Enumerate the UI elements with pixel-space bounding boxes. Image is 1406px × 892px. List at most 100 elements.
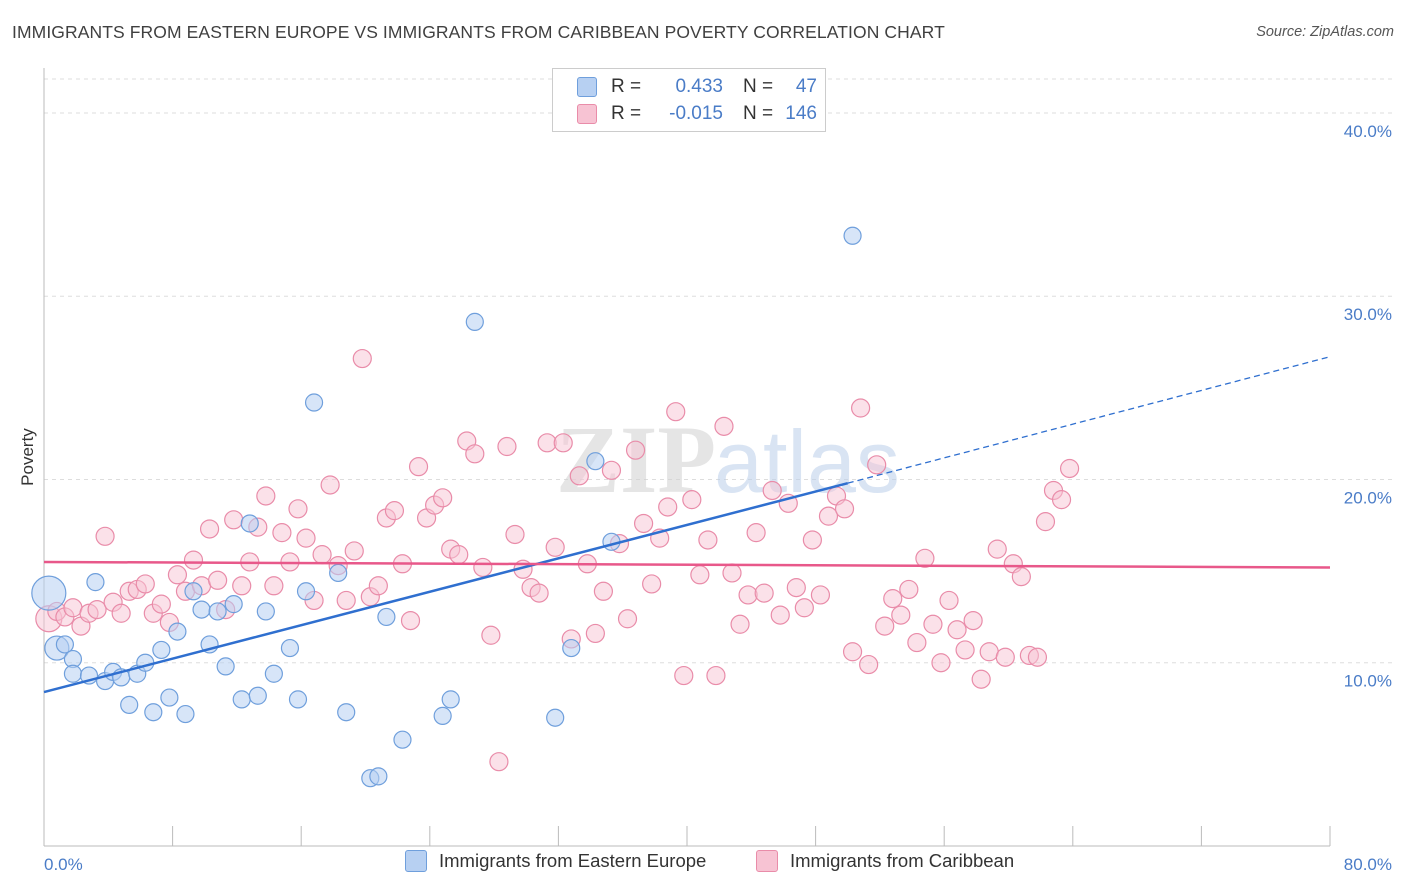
- caribbean-point: [312, 545, 332, 565]
- caribbean-point: [617, 609, 638, 629]
- y-tick-label: 20.0%: [1344, 488, 1392, 507]
- caribbean-point: [408, 457, 429, 477]
- legend-item-eastern-europe[interactable]: Immigrants from Eastern Europe: [405, 850, 706, 872]
- y-tick-label: 10.0%: [1344, 672, 1392, 691]
- eastern-europe-point: [337, 703, 356, 722]
- eastern-europe-point: [369, 767, 388, 786]
- caribbean-point: [473, 557, 493, 578]
- legend-item-caribbean[interactable]: Immigrants from Caribbean: [756, 850, 1014, 872]
- caribbean-point: [288, 499, 308, 519]
- eastern-europe-point: [176, 704, 195, 724]
- caribbean-point: [545, 537, 565, 557]
- caribbean-point: [931, 653, 951, 673]
- caribbean-point: [151, 594, 171, 614]
- caribbean-point: [674, 665, 694, 686]
- caribbean-point: [368, 576, 388, 596]
- caribbean-point: [883, 589, 903, 609]
- caribbean-point: [1051, 490, 1072, 510]
- caribbean-point: [915, 548, 935, 568]
- eastern-europe-point: [296, 582, 316, 601]
- legend-n-label: N =: [743, 103, 774, 124]
- stats-legend: R = 0.433 N = 47 R = -0.015 N = 146: [552, 68, 826, 132]
- caribbean-point: [947, 620, 967, 640]
- eastern-europe-point: [240, 514, 259, 533]
- caribbean-point: [851, 398, 871, 418]
- legend-r-label: R =: [611, 76, 642, 97]
- pink-swatch-icon: [756, 850, 778, 872]
- caribbean-point: [722, 563, 742, 583]
- legend-row-eastern-europe: R = 0.433 N = 47: [577, 75, 817, 99]
- caribbean-point: [232, 576, 252, 596]
- eastern-europe-point: [184, 582, 203, 601]
- eastern-europe-point: [63, 664, 83, 683]
- eastern-europe-point: [168, 622, 187, 641]
- eastern-europe-point: [136, 653, 155, 672]
- caribbean-point: [1059, 458, 1080, 479]
- caribbean-point: [939, 590, 959, 611]
- eastern-europe-point: [160, 688, 179, 707]
- caribbean-point: [135, 574, 155, 594]
- caribbean-point: [770, 605, 790, 625]
- blue-swatch-icon: [577, 77, 597, 97]
- eastern-europe-point: [329, 563, 348, 583]
- eastern-europe-point: [224, 595, 243, 614]
- eastern-europe-point: [232, 690, 251, 709]
- caribbean-point: [818, 506, 839, 526]
- caribbean-point: [95, 526, 115, 546]
- caribbean-point: [875, 616, 895, 636]
- eastern-europe-point: [586, 452, 605, 471]
- eastern-europe-point: [144, 703, 163, 722]
- caribbean-point: [111, 603, 131, 623]
- axis-labels: 10.0% 20.0% 30.0% 40.0% 0.0% 80.0% Poverty: [18, 122, 1392, 874]
- caribbean-point: [738, 585, 758, 605]
- pink-swatch-icon: [577, 104, 597, 124]
- eastern-europe-point: [843, 226, 862, 245]
- trend-lines: [43, 356, 1331, 694]
- caribbean-point: [296, 528, 316, 548]
- caribbean-point: [762, 480, 782, 501]
- legend-label-eastern-europe: Immigrants from Eastern Europe: [439, 850, 707, 871]
- legend-r-value: 0.433: [675, 76, 723, 97]
- legend-label-caribbean: Immigrants from Caribbean: [790, 850, 1015, 871]
- caribbean-point: [465, 444, 485, 464]
- caribbean-point: [690, 565, 710, 585]
- caribbean-point: [449, 545, 469, 565]
- grid-lines: [44, 78, 1392, 664]
- caribbean-point: [199, 519, 220, 539]
- caribbean-point: [224, 510, 244, 530]
- eastern-europe-point: [288, 690, 308, 709]
- y-tick-label: 40.0%: [1344, 122, 1392, 141]
- caribbean-point: [754, 583, 774, 603]
- caribbean-point: [794, 598, 814, 618]
- caribbean-point: [320, 475, 340, 495]
- eastern-europe-point: [86, 573, 105, 592]
- caribbean-point: [698, 530, 718, 550]
- caribbean-point: [642, 574, 662, 594]
- caribbean-point: [529, 583, 549, 603]
- caribbean-point: [497, 436, 517, 457]
- legend-r-label: R =: [611, 103, 642, 124]
- series-legend: Immigrants from Eastern Europe Immigrant…: [0, 850, 1406, 878]
- eastern-europe-point: [546, 708, 565, 727]
- caribbean-point: [183, 550, 204, 570]
- eastern-europe-point: [55, 635, 74, 654]
- caribbean-point: [585, 623, 605, 644]
- caribbean-point: [955, 640, 975, 660]
- eastern-europe-point: [441, 690, 460, 709]
- eastern-europe-point: [377, 607, 396, 627]
- eastern-europe-point: [393, 730, 412, 749]
- eastern-europe-point: [31, 575, 67, 611]
- chart-source: Source: ZipAtlas.com: [1256, 24, 1394, 40]
- caribbean-point: [682, 490, 702, 510]
- caribbean-point: [899, 579, 919, 600]
- caribbean-point: [352, 348, 372, 369]
- eastern-europe-point: [248, 686, 267, 705]
- caribbean-point: [995, 647, 1015, 667]
- caribbean-point: [537, 433, 557, 453]
- eastern-europe-point: [120, 695, 139, 714]
- caribbean-point: [746, 523, 766, 543]
- caribbean-point: [834, 499, 855, 519]
- y-axis-label: Poverty: [18, 428, 37, 486]
- caribbean-point: [481, 625, 501, 645]
- caribbean-point: [336, 590, 356, 611]
